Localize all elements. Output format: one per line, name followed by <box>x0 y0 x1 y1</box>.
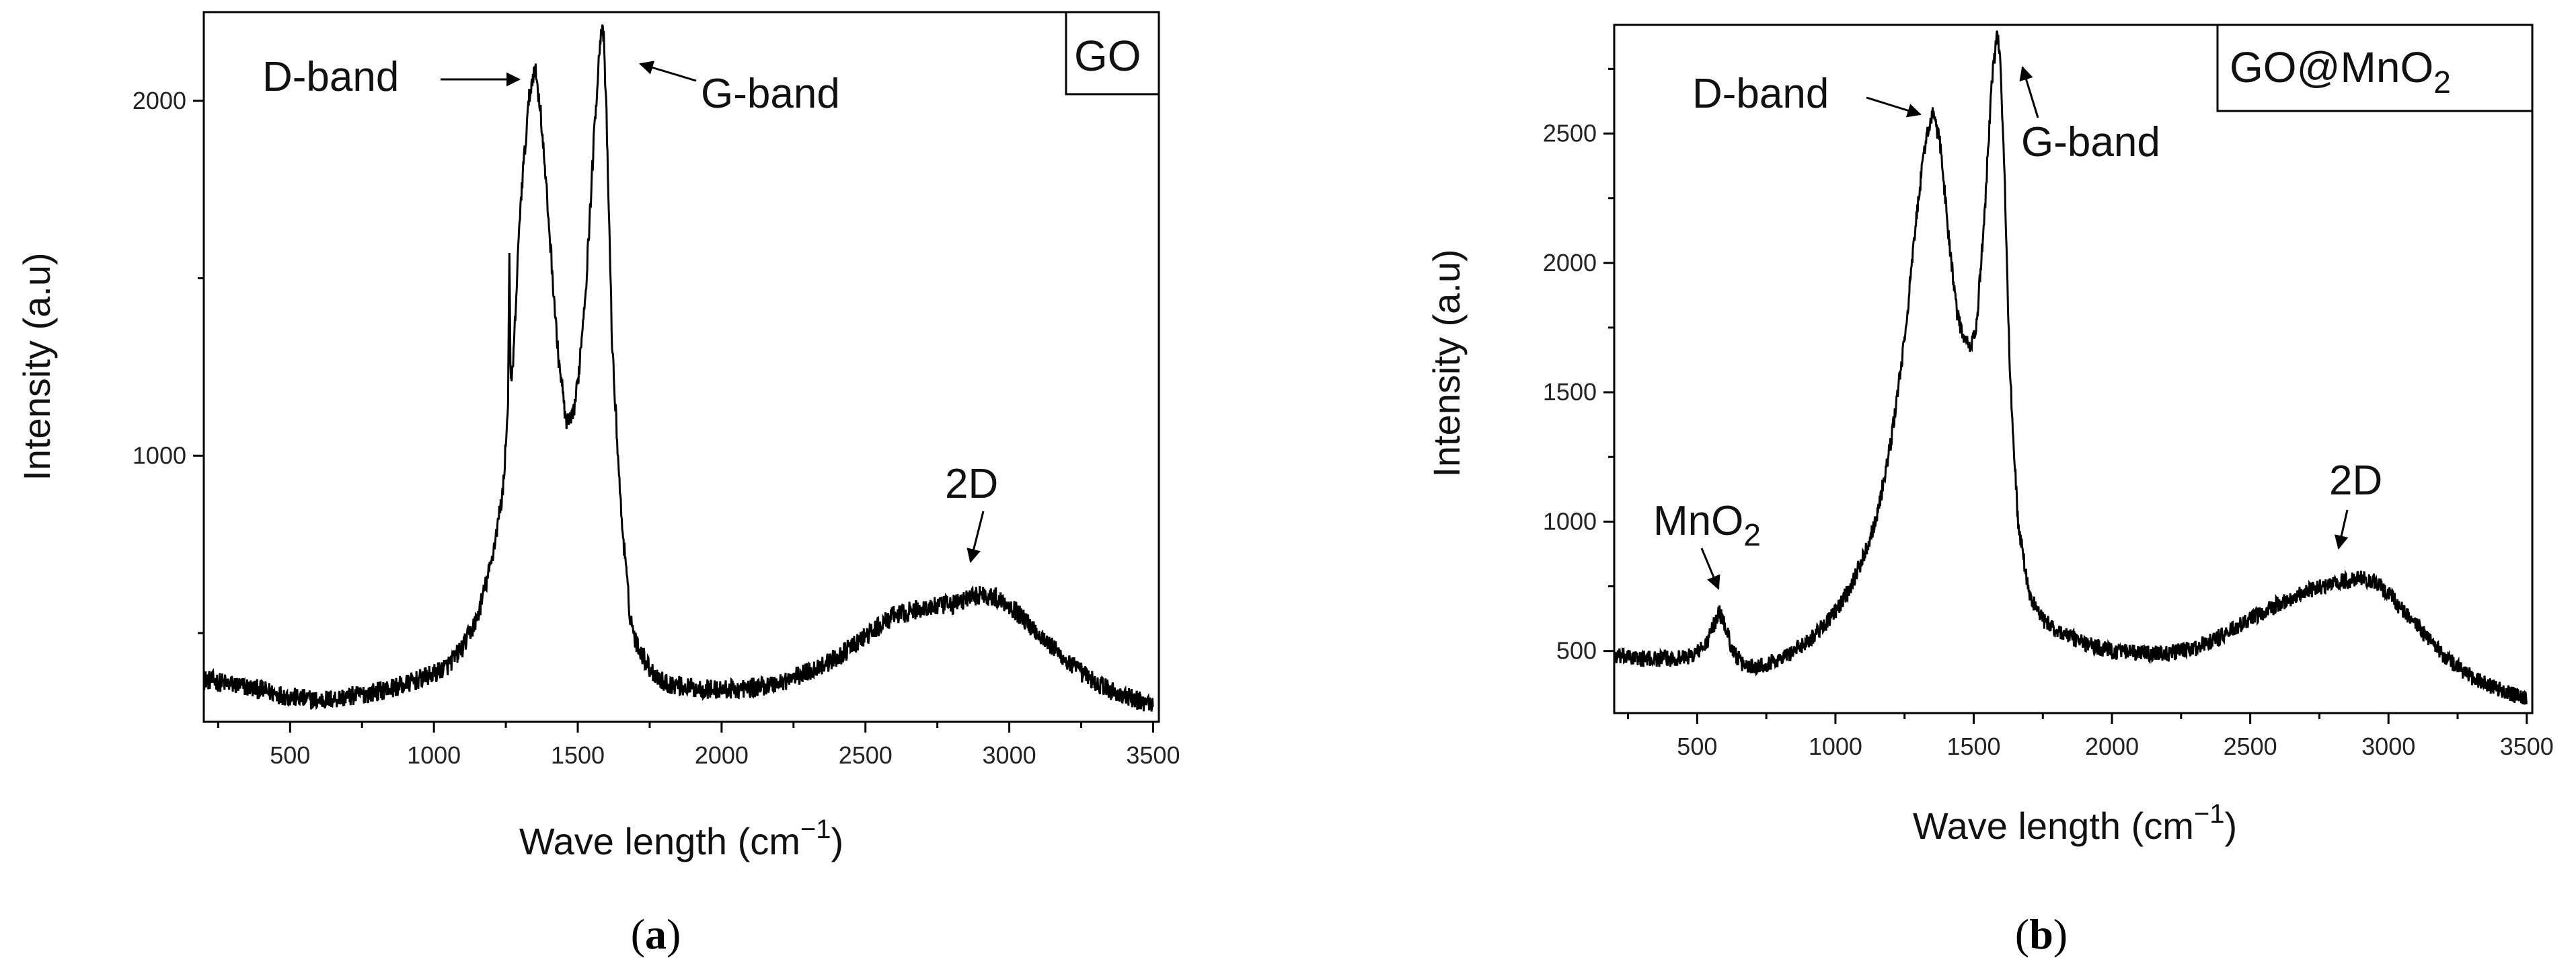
arrow-mno2-b <box>1700 548 1720 590</box>
x-tick-label: 2500 <box>2224 733 2277 760</box>
x-tick-label: 2000 <box>695 741 749 769</box>
legend-box-a <box>1065 11 1160 96</box>
y-tick-label: 1000 <box>132 441 186 469</box>
arrow-g-band-b <box>2019 65 2039 118</box>
y-tick-label: 500 <box>1556 637 1597 665</box>
annotation-g-band-b: G-band <box>2021 119 2160 165</box>
x-axis-label-b: Wave length (cm−1) <box>1913 799 2237 847</box>
arrow-d-band-b <box>1866 96 1922 118</box>
x-tick-label: 3000 <box>983 741 1036 769</box>
series-line-go-mno2 <box>1613 30 2528 705</box>
y-tick-label: 1000 <box>1543 507 1597 535</box>
annotation-2d-a: 2D <box>945 461 998 507</box>
arrow-2d-a <box>967 511 985 564</box>
chart-panel-b: 500 1000 1500 2000 2500 3000 3500 500 1000 1500 20… <box>1425 24 2554 958</box>
x-tick-label: 1500 <box>1946 733 2000 760</box>
x-axis-label-a: Wave length (cm−1) <box>519 815 843 862</box>
legend-box-b <box>2216 24 2534 112</box>
y-tick-label: 1500 <box>1543 378 1597 406</box>
arrow-g-band-a <box>638 61 697 82</box>
x-tick-label: 3500 <box>1126 741 1180 769</box>
chart-panel-a: 500 1000 1500 2000 2500 3000 3500 1000 2000 GO D… <box>15 11 1180 958</box>
y-tick-label: 2000 <box>132 87 186 114</box>
panel-caption-a: (a) <box>631 910 681 958</box>
annotation-d-band-a: D-band <box>262 54 399 100</box>
y-axis-label-b: Intensity (a.u) <box>1425 249 1468 477</box>
ticks-b: 500 1000 1500 2000 2500 3000 3500 500 1000 1500 20… <box>1543 67 2554 760</box>
legend-label-a: GO <box>1074 32 1141 80</box>
x-tick-label: 3500 <box>2500 733 2554 760</box>
x-tick-label: 1500 <box>551 741 605 769</box>
x-tick-label: 2500 <box>839 741 893 769</box>
annotation-d-band-b: D-band <box>1692 71 1829 117</box>
x-tick-label: 2000 <box>2085 733 2139 760</box>
ticks-a: 500 1000 1500 2000 2500 3000 3500 1000 2000 <box>132 87 1180 769</box>
panel-caption-b: (b) <box>2015 910 2068 958</box>
arrow-2d-b <box>2334 509 2349 550</box>
x-tick-label: 3000 <box>2361 733 2415 760</box>
annotation-g-band-a: G-band <box>701 71 840 117</box>
plot-frame-a <box>202 11 1160 723</box>
annotation-mno2-b: MnO2 <box>1653 498 1761 552</box>
y-tick-label: 2000 <box>1543 249 1597 276</box>
series-line-go <box>203 24 1154 712</box>
plot-frame-b <box>1613 24 2534 714</box>
y-tick-label: 2500 <box>1543 120 1597 147</box>
legend-label-b: GO@MnO2 <box>2230 43 2451 100</box>
x-tick-label: 500 <box>1677 733 1717 760</box>
x-tick-label: 1000 <box>1809 733 1862 760</box>
x-tick-label: 1000 <box>407 741 461 769</box>
y-axis-label-a: Intensity (a.u) <box>15 252 58 480</box>
x-tick-label: 500 <box>270 741 310 769</box>
annotation-2d-b: 2D <box>2329 457 2382 504</box>
